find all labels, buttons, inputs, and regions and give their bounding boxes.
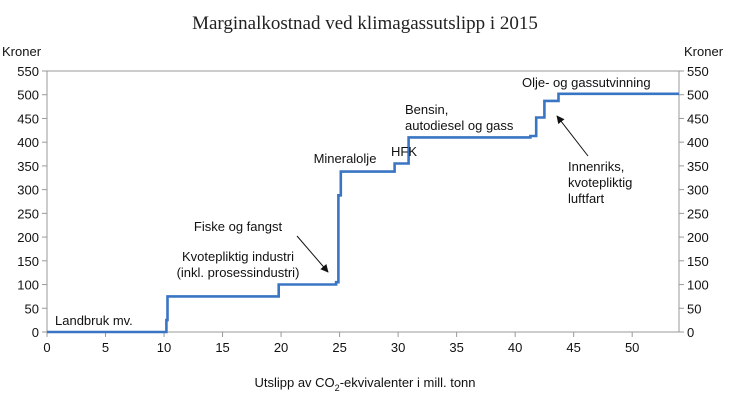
x-tick-label: 5 (102, 340, 109, 355)
x-tick-label: 50 (625, 340, 639, 355)
x-axis-label: Utslipp av CO2-ekvivalenter i mill. tonn (254, 375, 475, 393)
y-tick-label-right: 400 (687, 135, 709, 150)
annotation-label: Innenriks, kvotepliktig luftfart (568, 159, 632, 206)
y-tick-label-left: 500 (17, 88, 39, 103)
annotation-label: Kvotepliktig industri (inkl. prosessindus… (177, 249, 300, 280)
y-axis-label-right: Kroner (684, 44, 724, 59)
x-axis-label-subscript: 2 (335, 383, 340, 393)
y-tick-label-left: 450 (17, 111, 39, 126)
y-tick-label-left: 550 (17, 64, 39, 79)
arrow-fiske-og-fangst (296, 235, 329, 273)
y-tick-label-right: 550 (687, 64, 709, 79)
y-tick-label-right: 100 (687, 278, 709, 293)
plot-frame (46, 70, 680, 333)
x-tick-label: 30 (391, 340, 405, 355)
annotation-label: HFK (391, 144, 417, 159)
y-axis-label-left: Kroner (2, 44, 42, 59)
y-tick-label-right: 350 (687, 159, 709, 174)
y-tick-label-left: 0 (32, 325, 39, 340)
x-tick-label: 10 (157, 340, 171, 355)
annotation-line: Mineralolje (314, 151, 377, 166)
x-axis-label-part: -ekvivalenter i mill. tonn (340, 375, 476, 390)
y-tick-label-right: 500 (687, 88, 709, 103)
y-tick-label-right: 0 (687, 325, 694, 340)
y-tick-label-left: 100 (17, 278, 39, 293)
y-tick-label-right: 200 (687, 230, 709, 245)
y-tick-label-left: 250 (17, 206, 39, 221)
annotation-line: Kvotepliktig industri (182, 249, 294, 264)
x-tick-label: 40 (508, 340, 522, 355)
y-tick-label-left: 200 (17, 230, 39, 245)
series-line (47, 92, 679, 334)
x-tick-label: 0 (43, 340, 50, 355)
arrow-innenriks-luftfart (556, 115, 589, 157)
annotation-line: kvotepliktig (568, 175, 632, 190)
annotation-line: HFK (391, 144, 417, 159)
annotation-label: Bensin, autodiesel og gass (405, 102, 514, 133)
annotation-line: Fiske og fangst (194, 219, 283, 234)
x-tick-label: 25 (332, 340, 346, 355)
x-axis-label-part: Utslipp av CO (254, 375, 334, 390)
annotation-label: Landbruk mv. (55, 313, 133, 328)
annotation-line: Landbruk mv. (55, 313, 133, 328)
chart-title: Marginalkostnad ved klimagassutslipp i 2… (192, 13, 538, 34)
annotation-line: (inkl. prosessindustri) (177, 265, 300, 280)
annotation-line: luftfart (568, 191, 605, 206)
x-tick-label: 20 (274, 340, 288, 355)
annotation-line: Olje- og gassutvinning (522, 75, 651, 90)
annotation-label: Olje- og gassutvinning (522, 75, 651, 90)
y-tick-label-left: 150 (17, 254, 39, 269)
y-tick-label-right: 250 (687, 206, 709, 221)
annotation-line: Bensin, (405, 102, 448, 117)
y-tick-label-left: 300 (17, 183, 39, 198)
x-tick-label: 45 (566, 340, 580, 355)
y-tick-label-left: 350 (17, 159, 39, 174)
y-tick-label-right: 450 (687, 111, 709, 126)
y-tick-label-right: 300 (687, 183, 709, 198)
y-tick-label-right: 150 (687, 254, 709, 269)
y-tick-label-left: 400 (17, 135, 39, 150)
annotation-label: Mineralolje (314, 151, 377, 166)
annotation-line: Innenriks, (568, 159, 624, 174)
y-tick-label-right: 50 (687, 301, 701, 316)
annotation-line: autodiesel og gass (405, 118, 514, 133)
annotation-label: Fiske og fangst (194, 219, 283, 234)
x-tick-label: 15 (215, 340, 229, 355)
x-tick-label: 35 (449, 340, 463, 355)
y-tick-label-left: 50 (25, 301, 39, 316)
